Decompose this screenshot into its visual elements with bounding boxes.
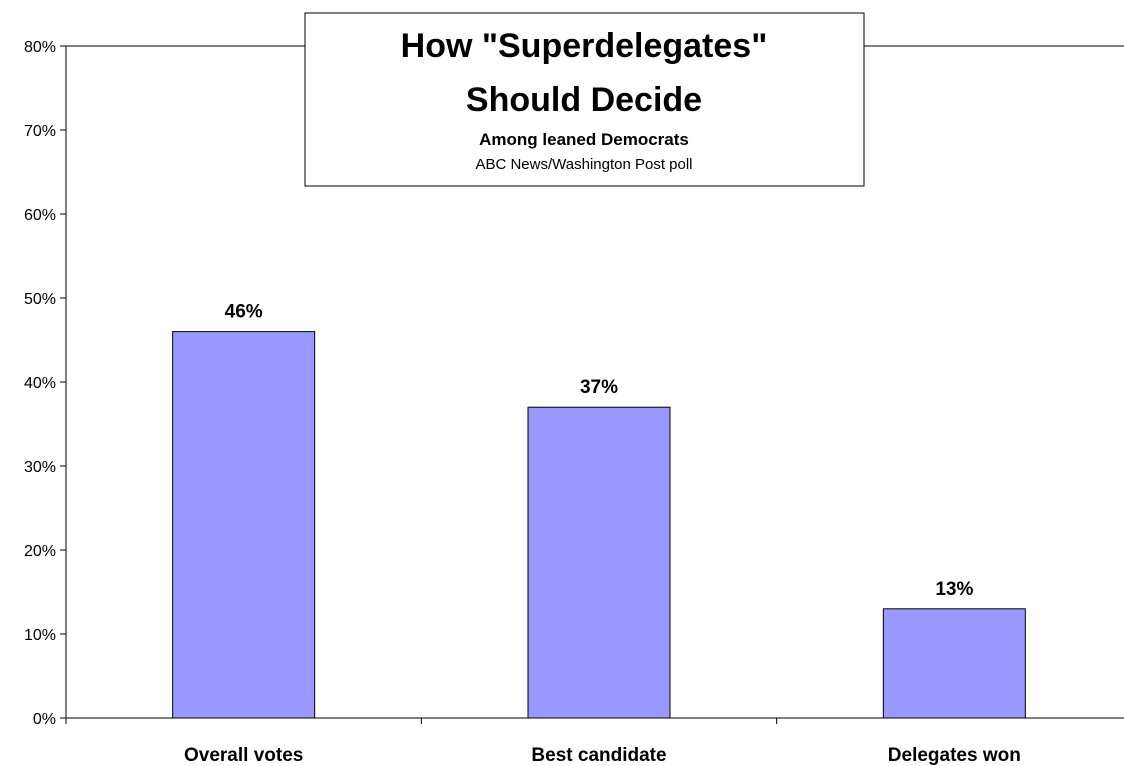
chart-source: ABC News/Washington Post poll bbox=[475, 156, 692, 173]
y-tick-label: 60% bbox=[24, 207, 56, 224]
category-label: Best candidate bbox=[531, 745, 666, 766]
y-tick-label: 70% bbox=[24, 123, 56, 140]
category-label: Overall votes bbox=[184, 745, 303, 766]
chart-subtitle: Among leaned Democrats bbox=[479, 130, 689, 149]
data-label: 46% bbox=[225, 302, 263, 323]
y-tick-label: 40% bbox=[24, 375, 56, 392]
category-label: Delegates won bbox=[888, 745, 1021, 766]
title-box-frame bbox=[304, 12, 865, 187]
x-axis bbox=[65, 717, 1124, 724]
y-axis: 0% 10% 20% 30% 40% 50% 60% 70% 80% bbox=[24, 39, 67, 728]
bars bbox=[172, 331, 1026, 719]
bar-best-candidate bbox=[527, 406, 671, 719]
y-tick-label: 50% bbox=[24, 291, 56, 308]
data-label: 13% bbox=[935, 579, 973, 600]
category-labels: Overall votes Best candidate Delegates won bbox=[184, 745, 1021, 766]
y-tick-label: 20% bbox=[24, 543, 56, 560]
data-label: 37% bbox=[580, 377, 618, 398]
title-box: How "Superdelegates" Should Decide Among… bbox=[304, 12, 865, 187]
bar-delegates-won bbox=[882, 608, 1026, 719]
y-tick-label: 80% bbox=[24, 39, 56, 56]
y-tick-label: 30% bbox=[24, 459, 56, 476]
y-tick-label: 0% bbox=[33, 711, 56, 728]
chart-title-line-2: Should Decide bbox=[466, 81, 702, 119]
chart-title-line-1: How "Superdelegates" bbox=[401, 27, 768, 65]
data-labels: 46% 37% 13% bbox=[225, 302, 974, 600]
bar-overall-votes bbox=[172, 331, 316, 719]
y-tick-label: 10% bbox=[24, 627, 56, 644]
